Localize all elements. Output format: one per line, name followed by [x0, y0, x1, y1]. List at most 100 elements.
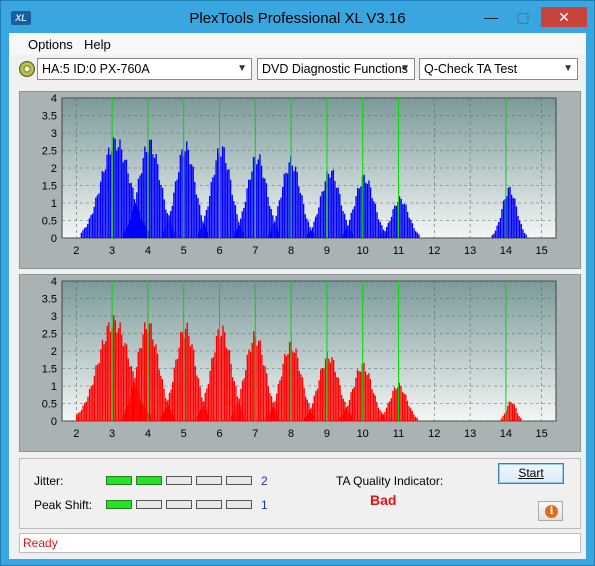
histogram-bar	[276, 393, 278, 421]
histogram-bar	[377, 407, 380, 421]
histogram-bar	[235, 406, 237, 421]
histogram-bar	[269, 412, 271, 421]
histogram-bar	[259, 154, 261, 238]
histogram-bar	[130, 182, 132, 238]
histogram-bar	[87, 396, 89, 421]
start-button-label: Start	[518, 466, 544, 480]
close-button[interactable]: ✕	[541, 7, 587, 27]
histogram-bar	[233, 381, 235, 421]
histogram-bar	[337, 377, 340, 421]
histogram-bar	[395, 389, 397, 421]
info-button[interactable]: i	[538, 501, 563, 521]
histogram-bar	[334, 181, 336, 238]
histogram-bar	[282, 363, 284, 421]
chevron-down-icon: ▼	[400, 63, 410, 74]
histogram-bar	[275, 215, 277, 238]
histogram-bar	[324, 358, 327, 421]
histogram-bar	[112, 137, 115, 238]
histogram-bar	[339, 417, 341, 421]
histogram-bar	[382, 414, 384, 421]
menu-help[interactable]: Help	[84, 37, 111, 52]
menu-options[interactable]: Options	[28, 37, 73, 52]
histogram-bar	[84, 402, 86, 421]
histogram-bar	[158, 369, 160, 421]
histogram-bar	[324, 181, 326, 238]
histogram-bar	[416, 232, 418, 238]
maximize-button[interactable]: ▢	[516, 9, 530, 25]
histogram-bar	[158, 180, 161, 238]
histogram-bar	[204, 215, 206, 238]
histogram-bar	[225, 162, 227, 238]
histogram-bar	[145, 151, 148, 238]
histogram-bar	[368, 373, 370, 421]
histogram-bar	[153, 157, 156, 238]
histogram-bar	[201, 407, 203, 421]
histogram-bar	[350, 392, 352, 421]
histogram-bar	[507, 405, 509, 421]
histogram-bar	[262, 365, 265, 421]
histogram-bar	[100, 349, 102, 421]
histogram-bar	[173, 192, 175, 238]
histogram-bar	[402, 204, 404, 238]
test-select[interactable]: Q-Check TA Test ▼	[419, 58, 578, 80]
histogram-bar	[515, 407, 517, 421]
histogram-bar	[381, 225, 383, 238]
histogram-bar	[192, 349, 195, 421]
histogram-bar	[385, 407, 388, 421]
histogram-bar	[90, 386, 92, 421]
histogram-bar	[502, 200, 505, 238]
peak-shift-meter-segment	[226, 500, 252, 509]
histogram-bar	[122, 346, 125, 421]
histogram-bar	[120, 149, 123, 238]
histogram-bar	[352, 209, 354, 238]
histogram-bar	[121, 334, 123, 421]
drive-select[interactable]: HA:5 ID:0 PX-760A ▼	[37, 58, 252, 80]
histogram-bar	[271, 407, 273, 421]
histogram-bar	[319, 196, 322, 238]
histogram-bar	[272, 403, 275, 421]
histogram-bar	[241, 380, 244, 421]
histogram-bar	[244, 201, 247, 238]
peak-shift-meter-segment	[166, 500, 192, 509]
histogram-bar	[132, 380, 135, 421]
histogram-bar	[293, 171, 295, 238]
histogram-bar	[267, 196, 269, 238]
histogram-bar	[137, 206, 139, 238]
histogram-bar	[273, 221, 276, 238]
histogram-bar	[199, 229, 201, 238]
histogram-bar	[343, 213, 346, 238]
histogram-bar	[106, 154, 108, 238]
histogram-bar	[125, 159, 128, 238]
histogram-bar	[380, 415, 383, 421]
histogram-bar	[331, 357, 333, 421]
histogram-bar	[237, 403, 239, 421]
title-bar[interactable]: XL PlexTools Professional XL V3.16 — ▢ ✕	[1, 1, 594, 33]
histogram-bar	[382, 232, 385, 238]
histogram-bar	[165, 227, 167, 238]
histogram-bar	[322, 190, 325, 238]
histogram-bar	[166, 222, 169, 238]
histogram-bar	[318, 207, 320, 238]
histogram-bar	[512, 404, 514, 421]
y-tick-label: 1	[51, 381, 57, 393]
histogram-bar	[206, 388, 208, 421]
minimize-button[interactable]: —	[484, 9, 498, 25]
histogram-bar	[168, 215, 170, 238]
histogram-bar	[267, 386, 269, 421]
histogram-bar	[178, 347, 180, 421]
jitter-value: 2	[261, 474, 268, 488]
start-button[interactable]: Start	[498, 463, 564, 484]
histogram-bar	[307, 412, 309, 421]
histogram-bar	[308, 231, 310, 238]
histogram-bar	[184, 151, 186, 238]
histogram-bar	[235, 386, 237, 421]
histogram-bar	[123, 413, 125, 421]
histogram-bar	[403, 393, 405, 421]
histogram-bar	[240, 388, 242, 421]
histogram-bar	[321, 368, 324, 421]
histogram-bar	[212, 357, 215, 421]
function-select[interactable]: DVD Diagnostic Functions ▼	[257, 58, 415, 80]
histogram-bar	[379, 222, 381, 238]
histogram-bar	[493, 233, 495, 238]
